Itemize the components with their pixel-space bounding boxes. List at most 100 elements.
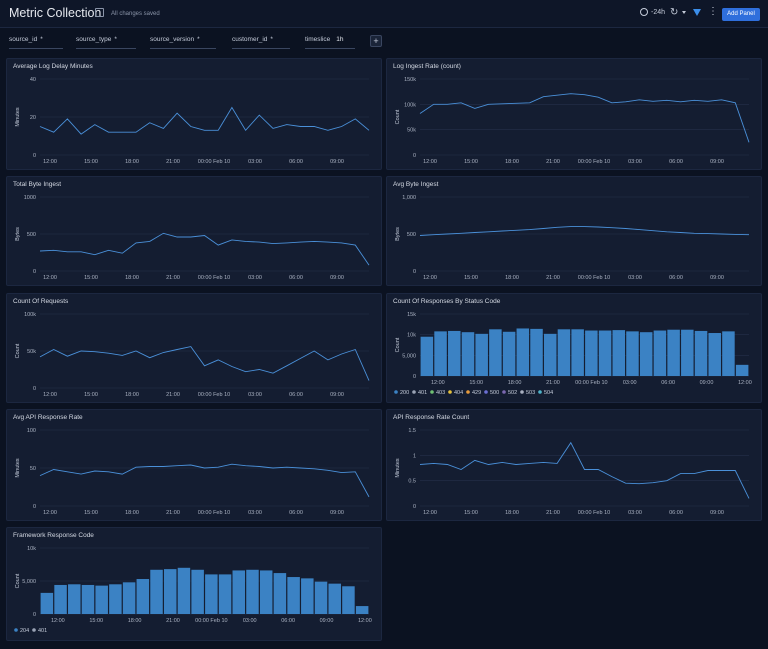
bar[interactable] — [163, 569, 177, 614]
bar[interactable] — [54, 584, 67, 614]
bar[interactable] — [40, 592, 54, 614]
bar[interactable] — [735, 364, 749, 376]
add-filter-button[interactable]: + — [370, 35, 382, 47]
series-line[interactable] — [419, 93, 750, 143]
bar[interactable] — [218, 574, 232, 614]
bar[interactable] — [434, 331, 447, 376]
chart-responses-by-status: Count 0 5,000 10k 15k 12:00 15:00 18:00 21:00 00:… — [394, 312, 752, 396]
bar[interactable] — [708, 333, 721, 376]
filter-source-id[interactable]: source_id * — [9, 36, 63, 49]
x-tick-label: 03:00 — [248, 392, 262, 398]
refresh-icon[interactable]: ↻ — [670, 7, 679, 18]
x-tick-label: 06:00 — [669, 510, 683, 516]
bar[interactable] — [273, 573, 287, 614]
bar[interactable] — [81, 584, 95, 614]
bar[interactable] — [557, 329, 571, 376]
series-line[interactable] — [39, 463, 370, 498]
legend-item[interactable]: 401 — [418, 390, 427, 396]
legend-item[interactable]: 504 — [544, 390, 553, 396]
x-tick-label: 00:00 Feb 10 — [578, 275, 610, 281]
series-line[interactable] — [419, 226, 750, 236]
time-range-button[interactable]: -24h — [640, 8, 665, 16]
filter-source-version[interactable]: source_version * — [150, 36, 216, 49]
filter-icon[interactable] — [693, 9, 701, 16]
bar[interactable] — [301, 578, 314, 614]
x-tick-label: 18:00 — [125, 510, 139, 516]
y-tick-label: 0 — [33, 504, 36, 510]
bar[interactable] — [585, 330, 598, 376]
more-options-icon[interactable]: ⋮ — [708, 6, 718, 17]
bar[interactable] — [530, 328, 543, 376]
x-tick-label: 15:00 — [89, 618, 103, 624]
x-tick-label: 03:00 — [243, 618, 257, 624]
bar[interactable] — [475, 333, 488, 376]
x-tick-label: 00:00 Feb 10 — [578, 510, 610, 516]
bar[interactable] — [314, 581, 328, 614]
bar[interactable] — [191, 569, 204, 614]
bar[interactable] — [653, 330, 667, 376]
bar[interactable] — [420, 336, 434, 376]
bar[interactable] — [502, 331, 516, 376]
legend-item[interactable]: 404 — [454, 390, 463, 396]
bar[interactable] — [122, 582, 136, 614]
legend-item[interactable]: 500 — [490, 390, 499, 396]
bar[interactable] — [328, 583, 341, 614]
bar[interactable] — [355, 606, 369, 614]
x-tick-label: 12:00 — [43, 159, 57, 165]
bar[interactable] — [598, 330, 612, 376]
bar[interactable] — [681, 329, 694, 376]
bar[interactable] — [259, 570, 273, 614]
x-tick-label: 21:00 — [166, 392, 180, 398]
bar[interactable] — [626, 331, 639, 376]
legend-item[interactable]: 401 — [38, 628, 47, 634]
bar[interactable] — [177, 567, 191, 614]
legend-item[interactable]: 503 — [526, 390, 535, 396]
x-tick-label: 21:00 — [166, 510, 180, 516]
bar[interactable] — [246, 569, 259, 614]
bar[interactable] — [68, 584, 81, 614]
series-line[interactable] — [419, 441, 750, 499]
series-line[interactable] — [39, 346, 370, 381]
legend-item[interactable]: 429 — [472, 390, 481, 396]
legend-item[interactable]: 204 — [20, 628, 29, 634]
legend-item[interactable]: 403 — [436, 390, 445, 396]
y-tick-label: 150k — [404, 77, 416, 83]
add-panel-button[interactable]: Add Panel — [722, 8, 760, 21]
bar[interactable] — [694, 330, 708, 376]
x-tick-label: 06:00 — [669, 275, 683, 281]
legend-swatch — [394, 390, 398, 394]
panel-count-of-requests: Count Of Requests Count 0 50k 100k 12:00 15:0… — [6, 293, 382, 403]
bar[interactable] — [150, 569, 163, 614]
legend-swatch — [520, 390, 524, 394]
filter-timeslice[interactable]: timeslice 1h — [305, 36, 355, 49]
filter-customer-id[interactable]: customer_id * — [232, 36, 290, 49]
legend-item[interactable]: 502 — [508, 390, 517, 396]
bar[interactable] — [612, 330, 626, 376]
bar[interactable] — [516, 328, 530, 376]
filter-source-type[interactable]: source_type * — [76, 36, 136, 49]
series-line[interactable] — [39, 232, 370, 266]
bar[interactable] — [342, 586, 355, 614]
y-tick-label: 20 — [30, 115, 36, 121]
chevron-down-icon[interactable] — [682, 11, 686, 14]
bar[interactable] — [667, 329, 680, 376]
bar[interactable] — [461, 332, 475, 376]
bar[interactable] — [639, 332, 653, 376]
bar[interactable] — [287, 577, 300, 614]
bar[interactable] — [205, 574, 218, 614]
bar[interactable] — [95, 585, 108, 614]
bar[interactable] — [232, 570, 246, 614]
legend-swatch — [466, 390, 470, 394]
bar[interactable] — [543, 333, 557, 376]
bar[interactable] — [489, 329, 502, 376]
x-tick-label: 12:00 — [738, 380, 752, 386]
series-line[interactable] — [39, 106, 370, 135]
bar[interactable] — [722, 331, 735, 376]
bar[interactable] — [136, 579, 150, 614]
bar[interactable] — [109, 584, 122, 614]
x-tick-label: 21:00 — [546, 380, 560, 386]
legend-item[interactable]: 200 — [400, 390, 409, 396]
edit-icon[interactable] — [95, 8, 104, 17]
bar[interactable] — [571, 329, 584, 376]
bar[interactable] — [448, 330, 461, 376]
